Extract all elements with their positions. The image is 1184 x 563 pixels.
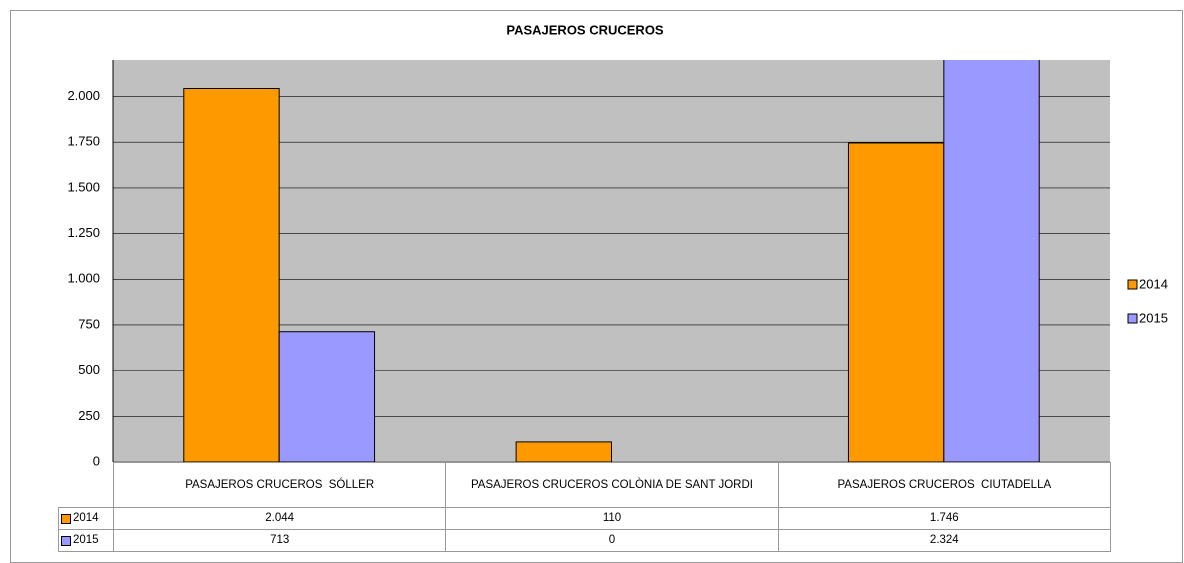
y-tick-label: 750	[78, 316, 100, 331]
table-cell: 713	[113, 529, 447, 552]
row-label: 2015	[73, 534, 99, 546]
table-row-header: 2014	[58, 507, 114, 530]
y-tick-label: 1.000	[67, 271, 100, 286]
y-tick-label: 1.750	[67, 134, 100, 149]
table-cell: 0	[445, 529, 779, 552]
table-row-header: 2015	[58, 529, 114, 552]
legend-key	[61, 513, 71, 524]
y-tick-label: 0	[93, 453, 100, 468]
legend-key	[1127, 279, 1138, 290]
table-cell: 1.746	[777, 507, 1111, 530]
legend-label: 2015	[1139, 310, 1168, 325]
bar	[278, 331, 376, 462]
legend-key	[61, 535, 71, 546]
y-tick-label: 1.250	[67, 225, 100, 240]
table-header: PASAJEROS CRUCEROS COLÒNIA DE SANT JORDI	[445, 462, 779, 508]
table-header: PASAJEROS CRUCEROS CIUTADELLA	[777, 462, 1111, 508]
chart-title: PASAJEROS CRUCEROS	[506, 22, 664, 37]
table-header: PASAJEROS CRUCEROS SÓLLER	[113, 462, 447, 508]
table-cell: 110	[445, 507, 779, 530]
table-cell: 2.044	[113, 507, 447, 530]
bars	[183, 60, 1040, 462]
legend-label: 2014	[1139, 276, 1168, 291]
row-label: 2014	[73, 512, 99, 524]
bar	[515, 441, 613, 462]
legend-key	[1127, 313, 1138, 324]
y-tick-label: 2.000	[67, 88, 100, 103]
table-cell: 2.324	[777, 529, 1111, 552]
bar	[183, 88, 280, 462]
bar	[847, 142, 945, 462]
y-tick-label: 1.500	[67, 179, 100, 194]
bar	[943, 60, 1040, 462]
y-tick-label: 250	[78, 408, 100, 423]
y-tick-label: 500	[78, 362, 100, 377]
